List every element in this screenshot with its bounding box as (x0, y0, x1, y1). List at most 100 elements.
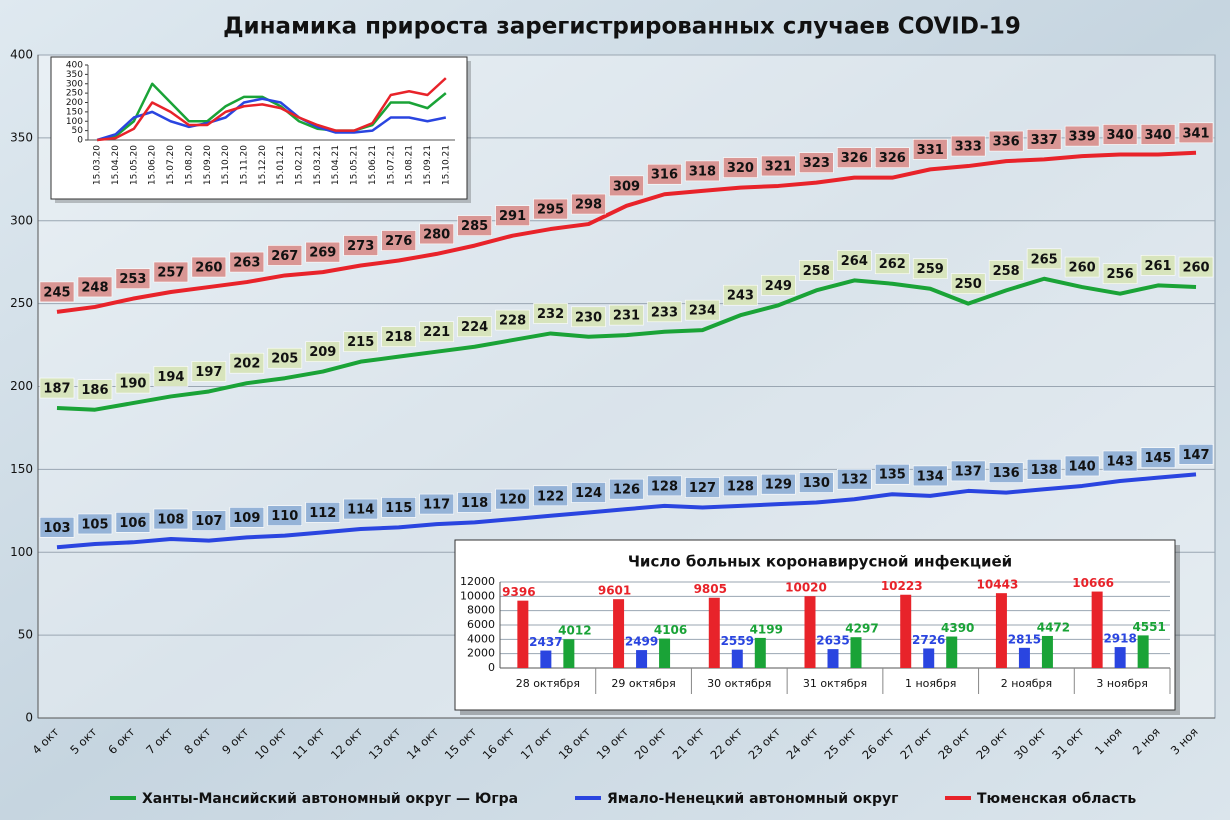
data-label-box (988, 130, 1024, 152)
x-tick-label: 15.03.20 (93, 145, 103, 185)
x-tick-label: 29 октября (611, 677, 675, 690)
data-label: 109 (233, 511, 260, 526)
y-tick-label: 100 (66, 117, 83, 127)
y-tick-label: 50 (18, 628, 33, 642)
data-label: 336 (993, 135, 1020, 150)
bar-label: 9601 (598, 584, 631, 598)
bar (1114, 647, 1126, 668)
y-tick-label: 300 (66, 79, 83, 89)
data-label: 339 (1069, 130, 1096, 145)
bar (1091, 591, 1103, 668)
data-label-box (571, 306, 606, 328)
data-label: 291 (499, 209, 526, 224)
bar-label: 4297 (845, 622, 878, 636)
y-tick-label: 8000 (467, 604, 495, 617)
x-tick-label: 15.06.21 (368, 145, 378, 185)
y-tick-label: 250 (66, 89, 83, 99)
x-tick-label: 15.09.20 (203, 145, 213, 185)
data-label-box (1178, 444, 1214, 465)
legend-label: Ямало-Ненецкий автономный округ (607, 791, 898, 807)
bar (1137, 635, 1149, 668)
data-label: 190 (119, 377, 146, 392)
data-label: 135 (879, 468, 906, 483)
data-label: 221 (423, 325, 450, 340)
data-label-box (115, 372, 151, 394)
y-tick-label: 150 (10, 462, 33, 476)
data-label: 124 (575, 486, 602, 501)
series-line (56, 276, 1197, 412)
data-label-box (1102, 450, 1138, 472)
x-tick-label: 15.07.21 (386, 145, 396, 185)
bar (540, 650, 552, 668)
data-label: 321 (765, 159, 792, 174)
data-label-box (153, 366, 189, 387)
data-label: 112 (309, 506, 336, 521)
data-label-box (419, 223, 454, 245)
data-label: 187 (43, 382, 70, 397)
data-label: 228 (499, 314, 526, 329)
data-label: 128 (727, 479, 754, 494)
x-tick-label: 15.10.20 (221, 145, 231, 185)
data-label: 137 (955, 464, 982, 479)
data-label-box (609, 304, 644, 326)
bar-label: 4551 (1132, 620, 1165, 634)
data-label: 245 (43, 285, 70, 300)
data-label: 136 (993, 466, 1020, 481)
data-label-box (191, 361, 227, 382)
data-label: 126 (613, 483, 640, 498)
data-label: 105 (81, 517, 108, 532)
data-label-box (381, 497, 416, 518)
y-tick-label: 150 (66, 107, 83, 117)
data-label-box (685, 160, 720, 182)
data-label-box (950, 273, 986, 294)
data-label-box (77, 379, 113, 401)
data-label: 194 (157, 370, 184, 385)
data-label-box (381, 326, 416, 347)
data-label-box (799, 152, 834, 173)
data-label: 250 (955, 277, 982, 292)
series-line (97, 77, 447, 142)
x-tick-label: 15.08.20 (184, 145, 194, 185)
data-label-box (533, 198, 568, 220)
x-tick-label: 15.03.21 (313, 145, 323, 185)
data-label-box (647, 475, 682, 497)
bar-label: 10020 (785, 581, 827, 595)
data-label-box (39, 516, 75, 538)
data-label: 147 (1182, 448, 1209, 463)
data-label: 243 (727, 289, 754, 304)
data-label: 202 (233, 357, 260, 372)
data-label: 323 (803, 156, 830, 171)
data-label: 107 (195, 514, 222, 529)
data-label: 114 (347, 503, 374, 518)
y-tick-label: 0 (77, 136, 83, 146)
data-label: 326 (841, 151, 868, 166)
data-label: 106 (119, 516, 146, 531)
data-label: 320 (727, 161, 754, 176)
data-label-box (874, 147, 910, 168)
data-label-box (267, 347, 303, 369)
chart-title: Динамика прироста зарегистрированных слу… (223, 14, 1021, 40)
data-label-box (723, 157, 758, 178)
data-label-box (343, 331, 379, 352)
data-label: 273 (347, 239, 374, 254)
data-label: 264 (841, 254, 868, 269)
data-label: 128 (651, 479, 678, 494)
y-tick-label: 50 (72, 126, 84, 136)
data-label: 103 (43, 521, 70, 536)
inset-bar-chart: Число больных коронавирусной инфекцией 0… (454, 539, 1180, 715)
x-tick-label: 15.05.21 (350, 145, 360, 185)
data-label-box (609, 478, 644, 500)
data-label: 134 (917, 469, 944, 484)
data-label: 318 (689, 164, 716, 179)
data-label-box (799, 260, 834, 281)
x-tick-label: 28 октября (516, 677, 580, 690)
data-label-box (609, 175, 644, 197)
x-tick-label: 31 октября (803, 677, 867, 690)
data-label: 316 (651, 168, 678, 183)
data-label-box (495, 205, 530, 226)
data-label-box (305, 241, 341, 263)
bar-label: 2726 (912, 633, 945, 647)
data-label: 209 (309, 345, 336, 360)
data-label-box (874, 463, 910, 485)
x-tick-label: 2 ноября (1001, 677, 1052, 690)
